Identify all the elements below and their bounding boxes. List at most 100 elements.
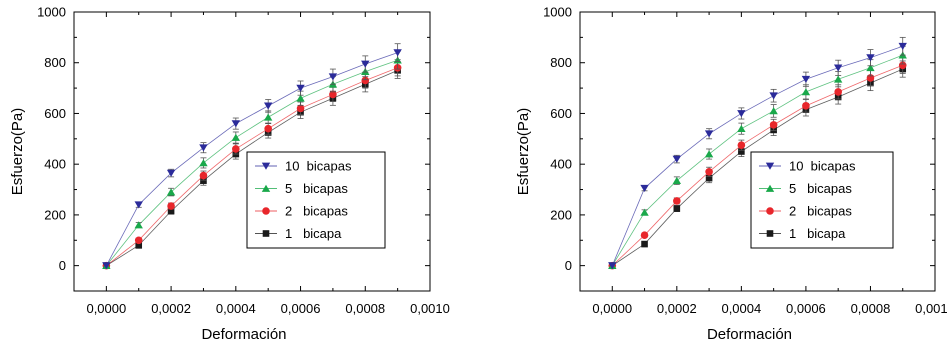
y-tick-label: 0 [565, 258, 572, 273]
data-point [898, 42, 907, 51]
x-tick-label: 0,0002 [657, 301, 697, 316]
series-1 [102, 43, 402, 270]
data-point [393, 49, 402, 57]
data-point [737, 124, 746, 133]
data-point [231, 120, 241, 128]
legend-marker [765, 184, 775, 192]
data-point [833, 64, 843, 72]
series-line [106, 59, 398, 266]
legend-label: 2 bicapas [285, 204, 348, 219]
data-point [769, 121, 778, 129]
data-point [134, 201, 143, 209]
data-point [738, 148, 745, 155]
legend-box [750, 151, 894, 249]
x-tick-label: 0,0010 [915, 301, 947, 316]
chart-panel-2: 0 200 400 600 800 1000 0,0000 0,0002 0,0004 0,000… [515, 5, 947, 344]
legend-box [246, 151, 386, 249]
data-point [134, 221, 143, 229]
data-point [834, 88, 842, 96]
data-point [296, 104, 305, 113]
data-point [672, 155, 682, 163]
data-point [199, 159, 208, 167]
data-point [769, 107, 778, 115]
data-point [704, 130, 714, 138]
data-point [640, 184, 649, 193]
data-point [167, 207, 175, 215]
series-line [106, 67, 398, 266]
x-axis-title: Deformación [201, 326, 286, 343]
legend-label: 2 bicapas [789, 204, 852, 219]
series-line [611, 54, 903, 266]
y-tick-label: 1000 [543, 5, 572, 20]
series-line [106, 52, 398, 266]
data-point [705, 167, 713, 176]
x-tick-label: 0,0006 [281, 301, 321, 316]
data-point [167, 202, 175, 210]
x-tick-label: 0,0006 [786, 301, 826, 316]
legend: 10 bicapas 5 bicapas 2 bicapas 1 bicapa [246, 151, 386, 249]
data-point [199, 144, 208, 152]
legend-label: 10 bicapas [285, 159, 352, 174]
data-point [641, 240, 648, 248]
data-point [737, 141, 746, 149]
series-line [612, 68, 903, 266]
data-point [737, 110, 746, 118]
data-point [328, 73, 338, 81]
data-point [263, 102, 273, 110]
chart-panel-1: 0 200 400 600 800 1000 0,0000 0,0002 0,0004 0,000… [9, 5, 450, 344]
x-tick-label: 0,0000 [592, 301, 632, 316]
y-tick-label: 800 [550, 55, 572, 70]
data-point [801, 88, 811, 96]
series-1 [608, 36, 907, 270]
data-point [102, 262, 111, 270]
data-point [231, 133, 241, 141]
series-2 [608, 45, 907, 269]
y-tick-label: 400 [44, 157, 66, 172]
data-point [263, 113, 273, 121]
legend-label: 5 bicapas [285, 181, 348, 196]
y-tick-label: 0 [59, 258, 66, 273]
data-point [232, 145, 240, 153]
plot-frame [579, 11, 936, 292]
legend: 10 bicapas 5 bicapas 2 bicapas 1 bicapa [750, 151, 894, 249]
data-point [264, 124, 272, 133]
data-point [135, 242, 143, 249]
x-tick-label: 0,0000 [86, 301, 126, 316]
x-tick-label: 0,0004 [721, 301, 761, 316]
series-line [611, 45, 903, 266]
y-tick-label: 600 [44, 106, 66, 121]
legend-marker [261, 162, 271, 170]
plot-frame [73, 11, 431, 292]
data-point [898, 61, 907, 70]
legend-label: 10 bicapas [789, 159, 856, 174]
legend-marker [262, 230, 270, 237]
y-axis-title: Esfuerzo(Pa) [515, 108, 532, 196]
x-axis-title: Deformación [707, 326, 792, 343]
series-line [106, 69, 398, 266]
data-point [673, 205, 681, 212]
series-3 [608, 56, 907, 270]
y-tick-label: 600 [550, 106, 572, 121]
data-point [802, 102, 810, 110]
data-point [672, 176, 682, 185]
data-point [134, 236, 143, 245]
series-line [611, 64, 903, 266]
legend-label: 1 bicapa [285, 226, 342, 241]
data-point [199, 171, 208, 180]
x-tick-label: 0,0002 [151, 301, 191, 316]
data-point [866, 64, 875, 72]
data-point [361, 60, 370, 68]
data-point [705, 174, 713, 182]
y-axis-title: Esfuerzo(Pa) [9, 108, 26, 196]
data-point [296, 84, 305, 92]
legend-marker [262, 207, 270, 215]
y-tick-label: 1000 [37, 5, 66, 20]
data-point [200, 177, 207, 184]
data-point [329, 90, 337, 99]
legend-label: 1 bicapa [789, 226, 846, 241]
data-point [769, 92, 778, 100]
x-tick-label: 0,0008 [345, 301, 385, 316]
data-point [640, 208, 649, 216]
data-point [166, 188, 176, 196]
